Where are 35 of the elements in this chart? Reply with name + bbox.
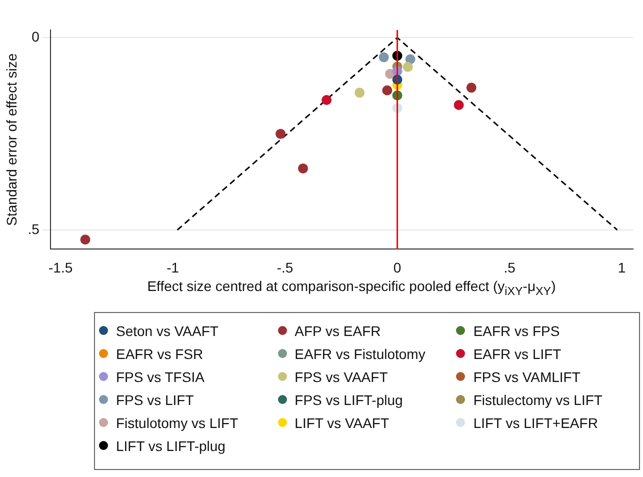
point [354, 88, 365, 98]
point [322, 94, 332, 105]
legend-label: FPS vs LIFT-plug [294, 392, 403, 408]
y-axis-title: Standard error of effect size [3, 53, 20, 226]
legend-label: Fistulotomy vs LIFT [116, 414, 238, 430]
legend-label: LIFT vs LIFT+EAFR [473, 414, 598, 430]
legend-label: LIFT vs VAAFT [294, 414, 390, 430]
legend-label: EAFR vs FSR [116, 346, 204, 362]
legend-label: Fistulectomy vs LIFT [473, 392, 602, 408]
x-tick-label: -1.5 [48, 259, 73, 276]
legend-label: FPS vs LIFT [116, 392, 194, 408]
point [405, 54, 416, 64]
legend-label: AFP vs EAFR [294, 322, 381, 338]
point [80, 234, 90, 245]
legend-label: EAFR vs Fistulotomy [294, 346, 426, 362]
legend-label: LIFT vs LIFT-plug [116, 438, 226, 454]
legend-label: FPS vs VAMLIFT [473, 368, 580, 384]
legend-label: EAFR vs FPS [473, 322, 560, 338]
point [466, 82, 476, 93]
point [276, 128, 286, 139]
x-tick-label: 1 [618, 259, 626, 276]
x-axis-title: Effect size centred at comparison-specific pooled effect (y$_{iXY}$-μ$_{XY}$) [146, 278, 557, 298]
x-tick-label: .5 [504, 259, 516, 276]
point [402, 62, 413, 72]
point [298, 163, 308, 174]
point [382, 85, 392, 96]
legend-label: Seton vs VAAFT [116, 322, 218, 338]
legend-label: EAFR vs LIFT [473, 346, 562, 362]
x-tick-label: 0 [393, 259, 402, 276]
point [378, 52, 389, 62]
point [454, 100, 464, 110]
legend-label: FPS vs TFSIA [116, 368, 204, 384]
x-tick-label: -.5 [276, 259, 294, 276]
x-tick-label: -1 [166, 259, 180, 276]
legend-label: FPS vs VAAFT [294, 368, 388, 384]
